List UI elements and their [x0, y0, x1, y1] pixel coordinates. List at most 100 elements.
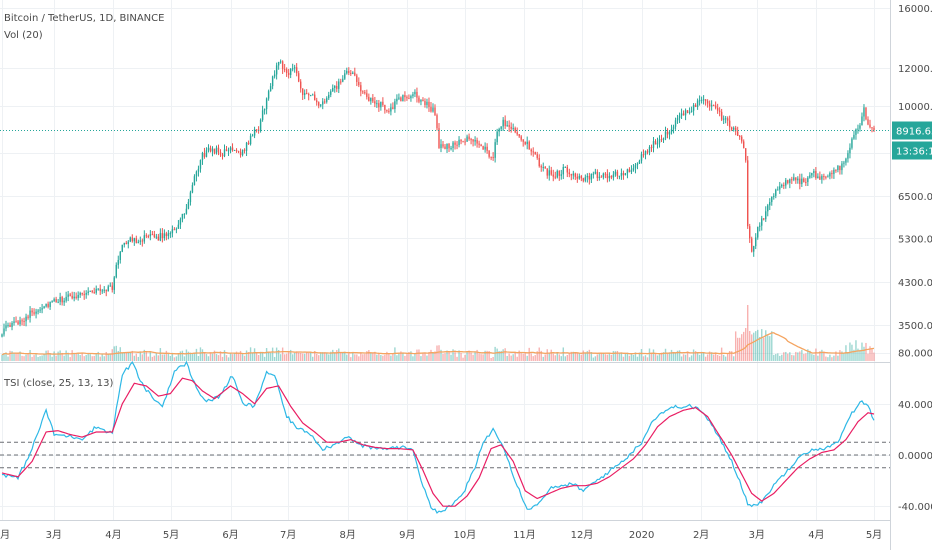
candle-body: [819, 176, 821, 180]
candle-body: [847, 153, 849, 159]
volume-bar: [376, 354, 378, 361]
volume-bar: [434, 351, 436, 361]
time-tick-label: 12月: [571, 529, 594, 541]
candle-body: [568, 172, 571, 175]
candle-body: [841, 163, 843, 171]
volume-bar: [710, 352, 713, 361]
volume-bar: [320, 352, 322, 361]
volume-bar: [326, 353, 328, 361]
candle-body: [706, 100, 709, 104]
volume-bar: [428, 351, 430, 361]
volume-bar: [47, 350, 49, 361]
candle-body: [692, 105, 695, 111]
volume-bar: [223, 350, 226, 361]
tsi-tick-label: 80.0000: [898, 349, 932, 360]
candle-body: [326, 98, 328, 102]
symbol-title[interactable]: Bitcoin / TetherUS, 1D, BINANCE: [4, 13, 164, 24]
candle-body: [91, 290, 93, 293]
volume-bar: [789, 352, 791, 361]
candle-body: [338, 81, 340, 89]
volume-bar: [225, 355, 228, 361]
volume-bar: [269, 353, 272, 361]
volume-bar: [39, 356, 41, 361]
candle-body: [430, 106, 432, 112]
candle-body: [570, 174, 573, 176]
time-tick-label: 2月: [0, 529, 10, 541]
volume-bar: [530, 353, 532, 361]
candle-body: [281, 61, 284, 70]
volume-bar: [590, 352, 593, 361]
candle-body: [402, 95, 404, 102]
volume-bar: [221, 356, 224, 361]
tsi-title[interactable]: TSI (close, 25, 13, 13): [3, 378, 113, 389]
candle-body: [7, 325, 9, 327]
price-pane[interactable]: [1, 59, 875, 338]
volume-bar: [456, 356, 458, 361]
candle-body: [624, 173, 627, 176]
volume-bar: [502, 349, 504, 361]
candle-body: [626, 169, 629, 174]
candle-body: [803, 178, 805, 182]
volume-bar: [330, 351, 332, 361]
volume-bar: [518, 350, 520, 361]
candle-body: [616, 171, 619, 176]
candle-body: [265, 98, 268, 110]
volume-bar: [480, 354, 482, 361]
candle-body: [233, 149, 236, 151]
volume-bar: [426, 355, 428, 361]
price-tick-label: 6500.00: [898, 192, 932, 203]
time-tick-label: 10月: [454, 529, 477, 541]
volume-bar: [257, 355, 260, 361]
volume-bar: [412, 356, 414, 361]
volume-bar: [865, 342, 867, 361]
volume-title[interactable]: Vol (20): [4, 30, 43, 41]
candle-body: [251, 135, 254, 137]
candle-body: [386, 110, 388, 112]
volume-bar: [829, 354, 831, 361]
volume-bar: [823, 351, 825, 361]
candle-body: [119, 251, 121, 260]
volume-bar: [169, 355, 172, 361]
candle-body: [404, 95, 406, 98]
candle-body: [330, 91, 332, 95]
candle-body: [805, 181, 807, 183]
candle-body: [853, 134, 855, 139]
time-tick-label: 4月: [808, 529, 824, 541]
volume-bar: [167, 353, 170, 361]
candle-body: [668, 131, 671, 135]
volume-bar: [197, 356, 200, 361]
candle-body: [362, 91, 364, 93]
volume-bar: [157, 355, 160, 361]
candle-body: [382, 101, 384, 105]
candle-body: [191, 185, 194, 193]
volume-bar: [332, 349, 334, 361]
volume-bar: [604, 354, 607, 361]
volume-bar: [293, 353, 296, 361]
volume-bar: [534, 355, 536, 361]
candle-body: [718, 110, 721, 112]
candle-body: [424, 101, 426, 105]
volume-bar: [520, 353, 522, 361]
volume-bar: [486, 350, 488, 361]
candle-body: [291, 68, 294, 70]
volume-bar: [648, 348, 651, 361]
candle-body: [578, 176, 581, 179]
candle-body: [751, 238, 753, 252]
candle-body: [137, 241, 140, 243]
volume-bar: [45, 350, 47, 361]
volume-bar: [807, 349, 809, 361]
candle-body: [670, 128, 673, 132]
candle-body: [823, 176, 825, 178]
candle-body: [47, 303, 49, 307]
candle-body: [452, 142, 454, 149]
volume-bar: [861, 342, 863, 361]
time-axis[interactable]: 2月 3月 4月 5月 6月 7月 8月 9月 10月 11月 12月 2020 2月 3月 4月 5月: [0, 529, 882, 541]
volume-bar: [728, 351, 731, 361]
candle-body: [829, 173, 831, 177]
tsi-pane[interactable]: [0, 360, 890, 514]
tsi-tick-label: 0.0000: [898, 451, 932, 462]
volume-bar: [550, 349, 552, 361]
candle-body: [620, 172, 623, 176]
tsi-axis[interactable]: 80.0000 40.0000 0.0000 -40.0000: [898, 349, 932, 514]
